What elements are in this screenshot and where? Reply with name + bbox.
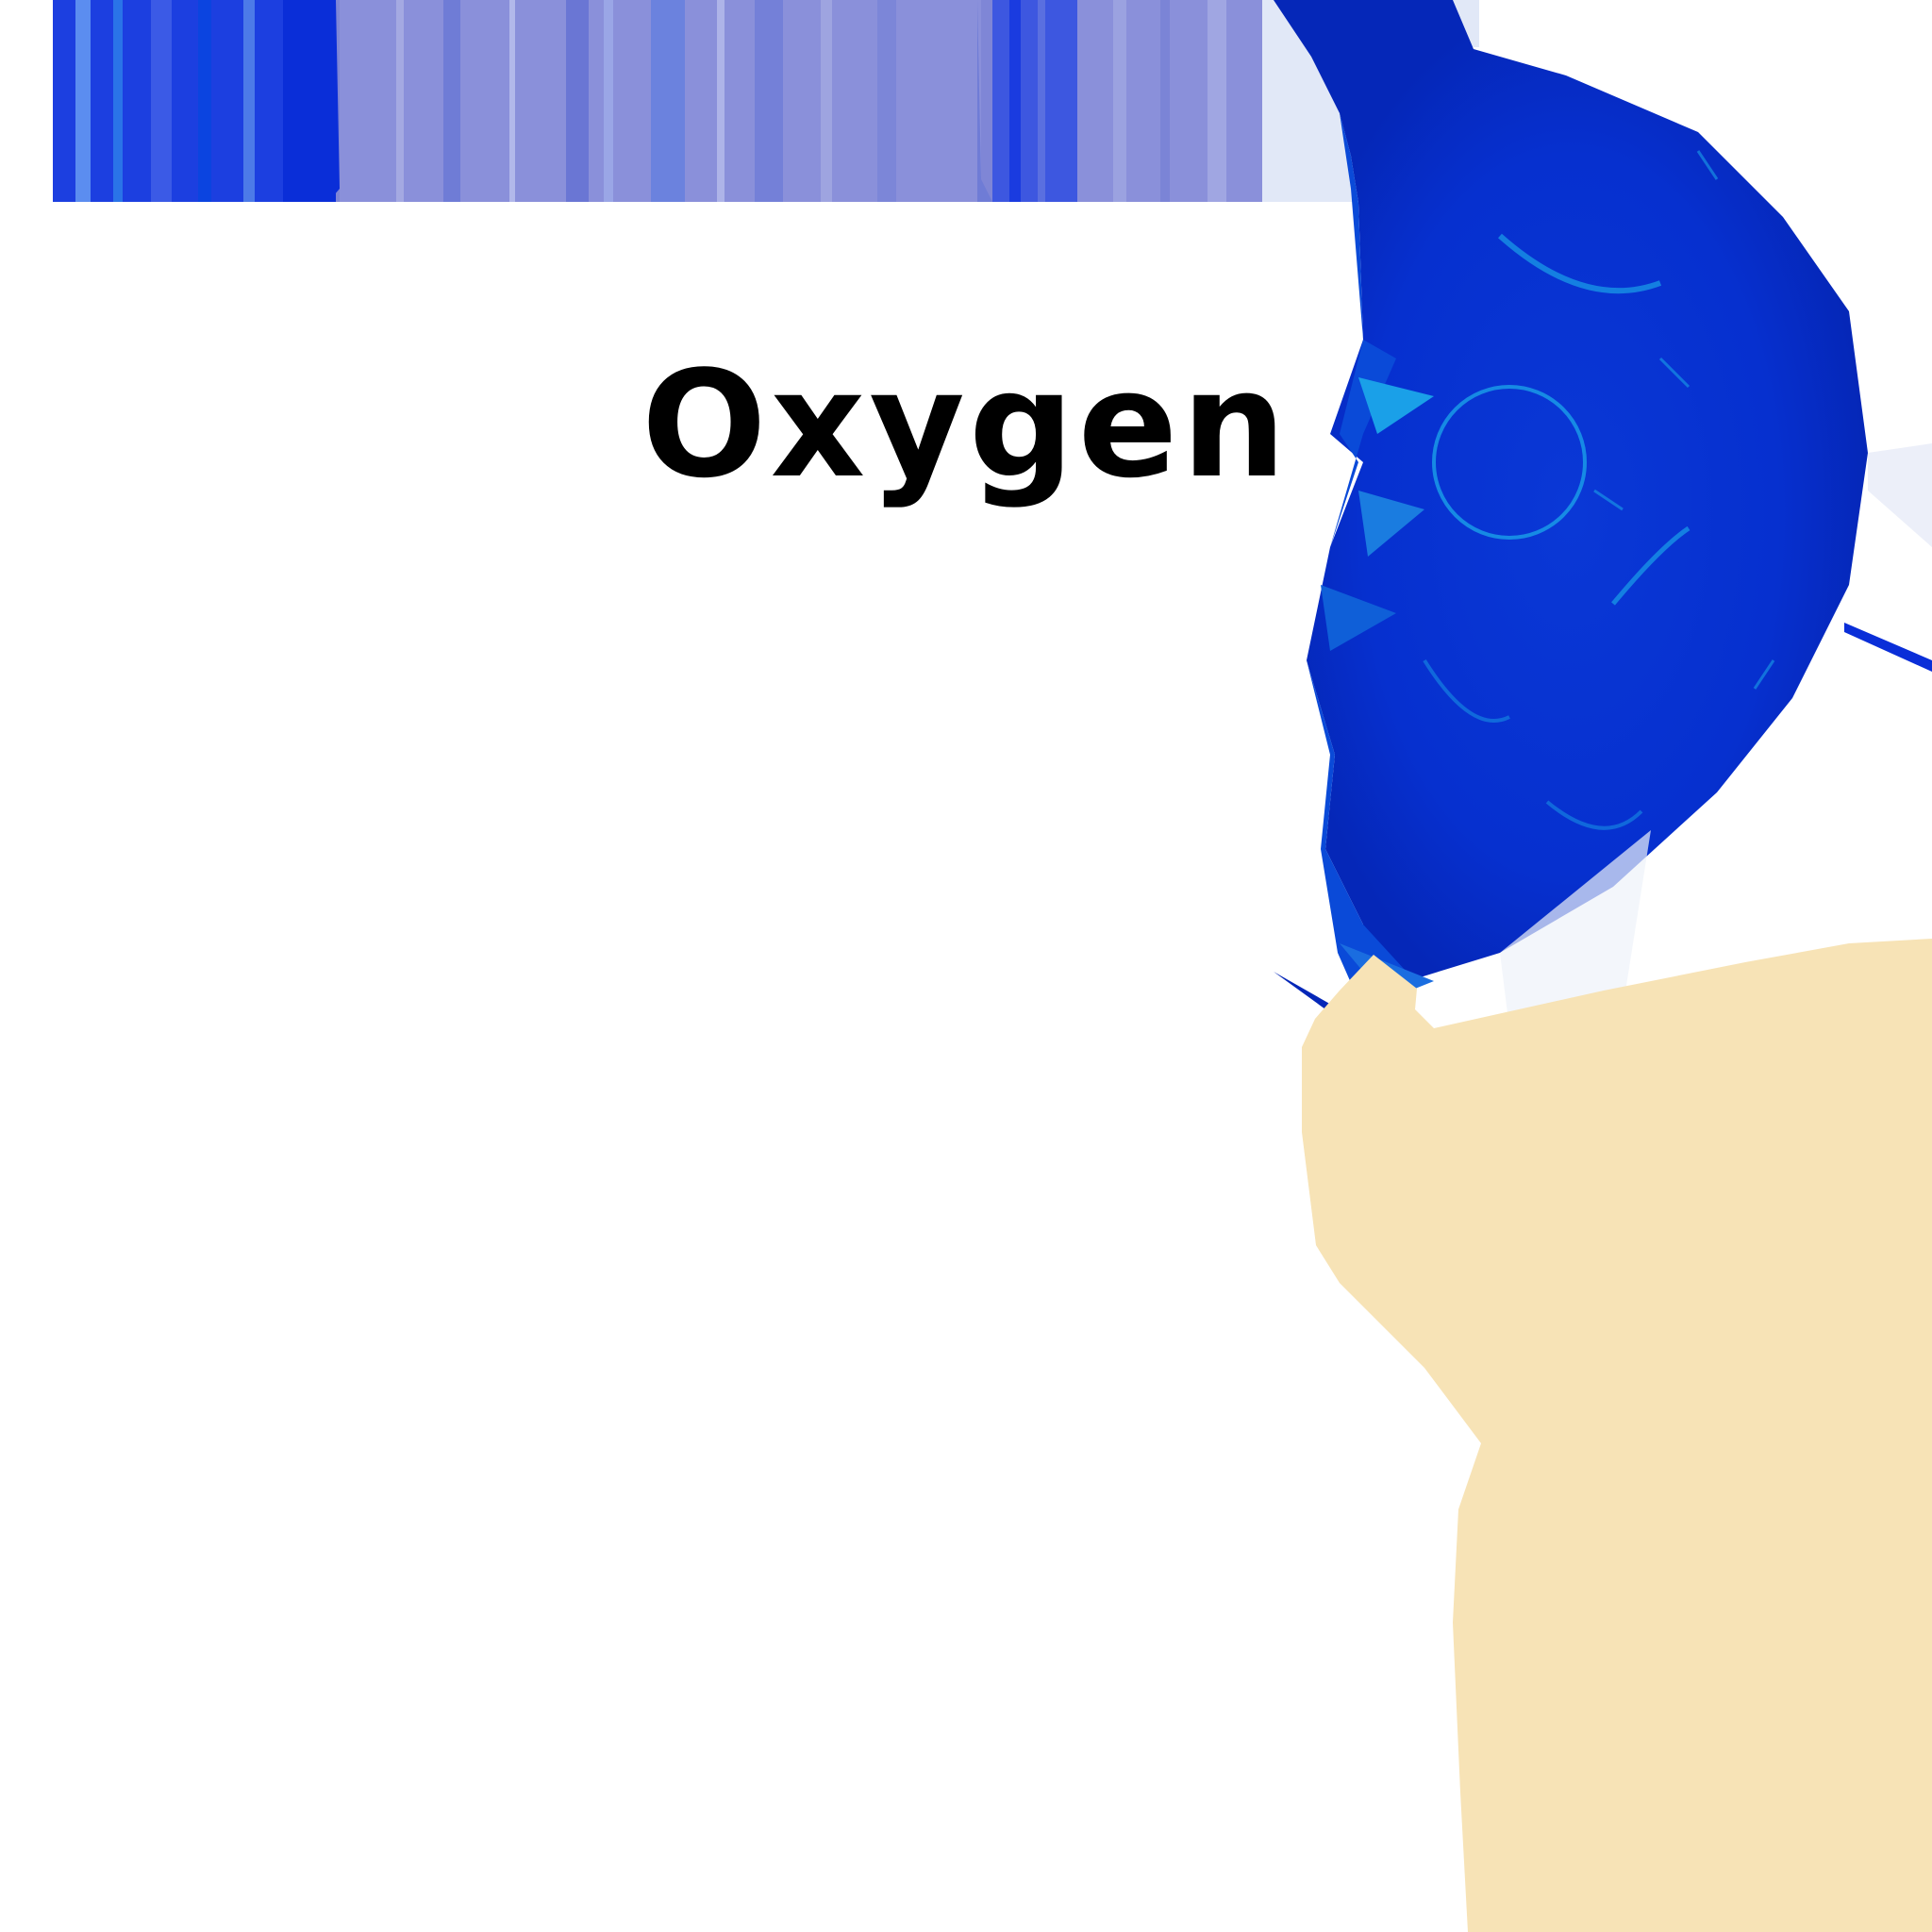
- oxygen-label: Oxygen: [641, 339, 1291, 510]
- striped-banner: [53, 0, 1479, 202]
- blue-disc: [1274, 0, 1868, 1028]
- cream-silhouette: [1302, 939, 1932, 1932]
- light-streaks: [1500, 443, 1932, 1028]
